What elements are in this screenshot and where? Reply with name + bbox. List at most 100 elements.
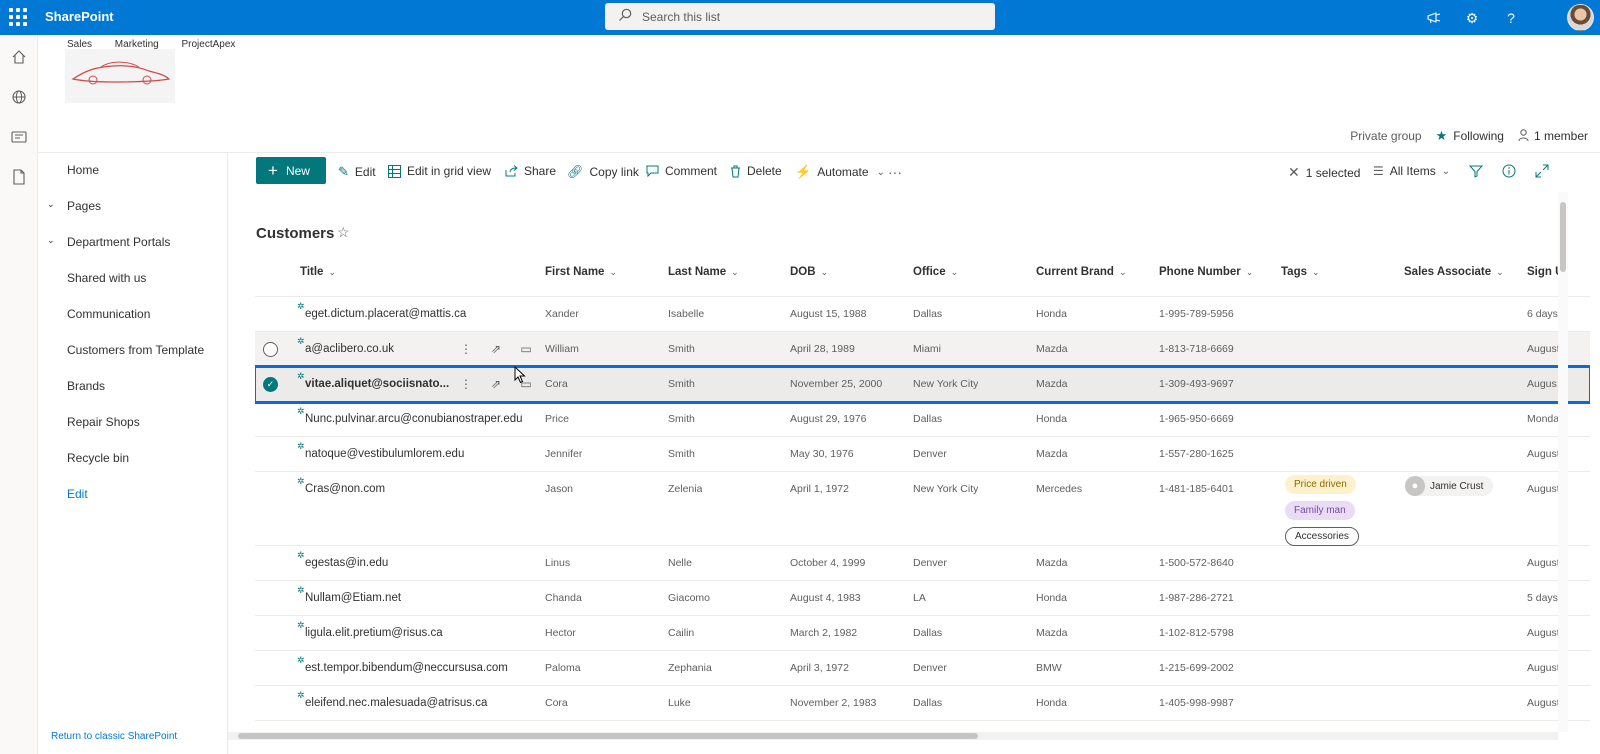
- row-title-link[interactable]: ligula.elit.pretium@risus.ca: [305, 627, 443, 639]
- table-row[interactable]: ✲ Nullam@Etiam.net Chanda Giacomo August 4, …: [255, 581, 1590, 616]
- copy-link-button[interactable]: 🔗︎ Copy link: [567, 164, 639, 180]
- scrollbar-thumb[interactable]: [238, 733, 978, 739]
- table-row[interactable]: ✲ Nunc.pulvinar.arcu@conubianostraper.edu…: [255, 402, 1590, 437]
- cell-last: Smith: [668, 448, 695, 460]
- nav-item-repair-shops[interactable]: Repair Shops: [67, 415, 140, 429]
- share-button[interactable]: Share: [505, 164, 556, 178]
- column-header-office[interactable]: Office ⌄: [913, 266, 959, 278]
- automate-button[interactable]: ⚡ Automate ⌄: [795, 164, 885, 180]
- expand-icon[interactable]: [1535, 164, 1549, 178]
- row-title-link[interactable]: est.tempor.bibendum@neccursusa.com: [305, 662, 508, 674]
- table-row[interactable]: ✲ natoque@vestibulumlorem.edu Jennifer Smit…: [255, 437, 1590, 472]
- row-checkbox-checked[interactable]: ✓: [263, 377, 278, 392]
- cell-last: Cailin: [668, 627, 695, 639]
- row-title-link[interactable]: natoque@vestibulumlorem.edu: [305, 448, 465, 460]
- clear-selection-button[interactable]: ✕ 1 selected: [1288, 164, 1360, 181]
- row-title-link[interactable]: a@aclibero.co.uk: [305, 343, 395, 355]
- following-button[interactable]: Following: [1453, 129, 1504, 143]
- column-header-dob[interactable]: DOB ⌄: [790, 266, 829, 278]
- nav-item-brands[interactable]: Brands: [67, 379, 106, 393]
- files-icon[interactable]: [9, 167, 29, 187]
- vertical-scrollbar[interactable]: [1558, 192, 1568, 732]
- share-icon[interactable]: ⇗: [490, 377, 502, 391]
- table-row[interactable]: ✲ egestas@in.edu Linus Nelle October 4, 1999…: [255, 546, 1590, 581]
- table-row[interactable]: ✲ ligula.elit.pretium@risus.ca Hector Caili…: [255, 616, 1590, 651]
- edit-button[interactable]: ✎ Edit: [338, 164, 376, 180]
- site-nav-sales[interactable]: Sales: [67, 39, 93, 50]
- help-icon[interactable]: ?: [1507, 10, 1515, 26]
- column-header-title[interactable]: Title ⌄: [300, 266, 336, 278]
- more-options-icon[interactable]: ···: [888, 164, 902, 180]
- row-title-link[interactable]: eleifend.nec.malesuada@atrisus.ca: [305, 697, 488, 709]
- row-checkbox[interactable]: [263, 342, 278, 357]
- news-icon[interactable]: [9, 127, 29, 147]
- nav-edit-link[interactable]: Edit: [67, 487, 88, 501]
- megaphone-icon[interactable]: [1424, 8, 1444, 28]
- column-header-current-brand[interactable]: Current Brand ⌄: [1036, 266, 1127, 278]
- site-logo[interactable]: [65, 49, 175, 103]
- cell-sign: 5 days: [1527, 592, 1558, 604]
- more-options-icon[interactable]: ⋮: [460, 342, 472, 356]
- nav-item-communication[interactable]: Communication: [67, 307, 151, 321]
- scrollbar-thumb[interactable]: [1560, 202, 1566, 272]
- following-star-icon[interactable]: ★: [1435, 128, 1448, 143]
- nav-item-customers-from-template[interactable]: Customers from Template: [67, 343, 205, 357]
- nav-item-home[interactable]: Home: [67, 163, 100, 177]
- favorite-star-icon[interactable]: ☆: [337, 224, 350, 240]
- nav-item-department-portals[interactable]: Department Portals: [67, 235, 171, 249]
- new-item-icon: ✲: [297, 406, 305, 416]
- site-nav-marketing[interactable]: Marketing: [114, 39, 159, 50]
- view-switcher[interactable]: ☰ All Items ⌄: [1373, 164, 1450, 178]
- cell-dob: March 2, 1982: [790, 627, 858, 639]
- row-title-link[interactable]: Nunc.pulvinar.arcu@conubianostraper.edu: [305, 413, 523, 425]
- row-title-link[interactable]: vitae.aliquet@sociisnato...: [305, 378, 450, 390]
- app-name[interactable]: SharePoint: [45, 9, 114, 24]
- filter-icon[interactable]: [1469, 164, 1483, 178]
- delete-button[interactable]: Delete: [730, 164, 782, 178]
- column-header-tags[interactable]: Tags ⌄: [1281, 266, 1320, 278]
- column-header-first-name[interactable]: First Name ⌄: [545, 266, 617, 278]
- table-row[interactable]: ✲ est.tempor.bibendum@neccursusa.com Palom…: [255, 651, 1590, 686]
- globe-icon[interactable]: [9, 87, 29, 107]
- share-icon[interactable]: ⇗: [490, 342, 502, 356]
- row-title-link[interactable]: Cras@non.com: [305, 483, 386, 495]
- column-header-sign-up[interactable]: Sign U: [1527, 266, 1564, 278]
- site-nav-projectapex[interactable]: ProjectApex: [181, 39, 236, 50]
- sales-associate-persona[interactable]: ● Jamie Crust: [1405, 476, 1494, 496]
- cell-last: Isabelle: [668, 308, 705, 320]
- comment-icon[interactable]: ▭: [520, 342, 532, 356]
- nav-item-shared-with-us[interactable]: Shared with us: [67, 271, 147, 285]
- column-header-phone-number[interactable]: Phone Number ⌄: [1159, 266, 1254, 278]
- table-row[interactable]: ✲ Cras@non.com Jason Zelenia April 1, 1972 Ne…: [255, 472, 1590, 546]
- row-title-link[interactable]: Nullam@Etiam.net: [305, 592, 402, 604]
- more-options-icon[interactable]: ⋮: [460, 377, 472, 391]
- chevron-down-icon[interactable]: ⌄: [47, 199, 55, 209]
- info-icon[interactable]: [1502, 164, 1516, 178]
- table-row[interactable]: ✲ a@aclibero.co.uk ⋮ ⇗ ▭ William Smith April 28…: [255, 332, 1590, 367]
- row-title-link[interactable]: eget.dictum.placerat@mattis.ca: [305, 308, 467, 320]
- new-item-icon: ✲: [297, 620, 305, 630]
- settings-gear-icon[interactable]: ⚙: [1465, 9, 1479, 26]
- row-title-link[interactable]: egestas@in.edu: [305, 557, 389, 569]
- table-row[interactable]: ✲ eleifend.nec.malesuada@atrisus.ca Cora Lu…: [255, 686, 1590, 721]
- search-box[interactable]: Search this list: [605, 3, 995, 30]
- close-icon: ✕: [1288, 164, 1300, 180]
- return-classic-link[interactable]: Return to classic SharePoint: [51, 731, 178, 742]
- app-launcher-icon[interactable]: [9, 8, 27, 26]
- column-header-last-name[interactable]: Last Name ⌄: [668, 266, 739, 278]
- nav-item-pages[interactable]: Pages: [67, 199, 102, 213]
- table-row-selected[interactable]: ✓ ✲ vitae.aliquet@sociisnato... ⋮ ⇗ ▭ Cora Smit…: [255, 365, 1590, 404]
- column-header-sales-associate[interactable]: Sales Associate ⌄: [1404, 266, 1504, 278]
- members-button[interactable]: 1 member: [1533, 129, 1588, 143]
- horizontal-scrollbar[interactable]: [228, 732, 1558, 740]
- new-item-icon: ✲: [297, 336, 305, 346]
- comment-icon[interactable]: ▭: [520, 377, 532, 391]
- comment-button[interactable]: Comment: [646, 164, 717, 178]
- new-button[interactable]: + New: [256, 157, 326, 184]
- home-icon[interactable]: [9, 47, 29, 67]
- edit-grid-button[interactable]: Edit in grid view: [388, 164, 491, 178]
- nav-item-recycle-bin[interactable]: Recycle bin: [67, 451, 130, 465]
- chevron-down-icon[interactable]: ⌄: [47, 235, 55, 245]
- table-row[interactable]: ✲ eget.dictum.placerat@mattis.ca Xander Isa…: [255, 297, 1590, 332]
- user-avatar[interactable]: [1567, 4, 1594, 31]
